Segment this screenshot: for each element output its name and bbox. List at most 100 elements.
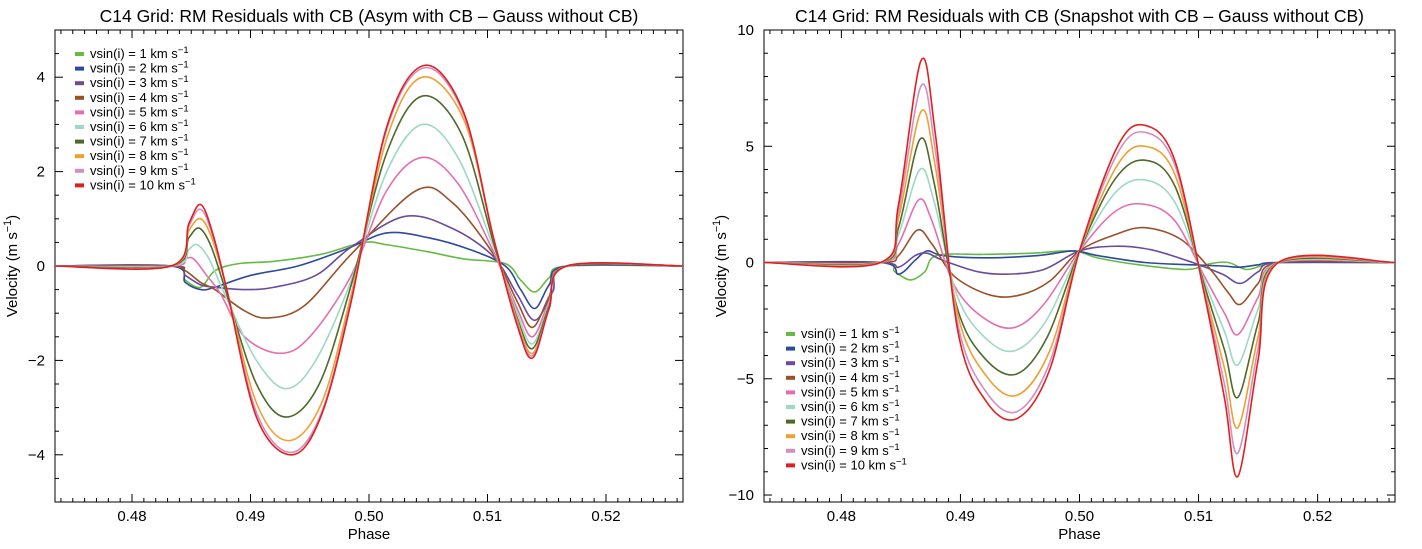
x-tick-label: 0.48 (827, 508, 856, 525)
series-line-vsini-1 (764, 249, 1395, 281)
y-axis-label-text: Velocity (m s (4, 232, 21, 317)
legend-swatch (75, 81, 84, 86)
legend-label: vsin(i) = 10 km s−1 (801, 456, 907, 472)
legend-label-text: vsin(i) = 6 km s (801, 399, 889, 414)
legend-swatch (75, 168, 84, 173)
chart-panel-1: 0.48 0.49 0.50 0.51 0.52 −4 −2 0 2 4 C14 Grid: RM … (2, 6, 684, 543)
legend-swatch (75, 139, 84, 144)
legend-label: vsin(i) = 2 km s−1 (90, 60, 189, 76)
y-tick-label: 0 (37, 258, 45, 275)
legend-label-exponent: −1 (889, 340, 900, 351)
legend-label-text: vsin(i) = 7 km s (801, 414, 889, 429)
legend-label-text: vsin(i) = 7 km s (90, 134, 178, 149)
y-axis-label-group: Velocity (m s−1) (2, 215, 21, 317)
legend-label: vsin(i) = 6 km s−1 (801, 398, 900, 414)
legend-label-text: vsin(i) = 9 km s (90, 163, 178, 178)
legend-label-text: vsin(i) = 4 km s (801, 370, 889, 385)
legend-label: vsin(i) = 6 km s−1 (90, 118, 189, 134)
series-group (55, 64, 683, 456)
legend-label-text: vsin(i) = 4 km s (90, 90, 178, 105)
y-tick-label: 2 (37, 164, 45, 181)
legend-label: vsin(i) = 8 km s−1 (801, 427, 900, 443)
legend-label: vsin(i) = 5 km s−1 (801, 383, 900, 399)
legend-swatch (786, 332, 795, 336)
series-line-vsini-5 (55, 156, 683, 355)
y-axis-label-group: Velocity (m s−1) (711, 215, 730, 317)
legend-swatch (75, 95, 84, 100)
y-axis-label-text: Velocity (m s (713, 232, 730, 317)
legend-label: vsin(i) = 1 km s−1 (801, 325, 900, 341)
legend-label: vsin(i) = 3 km s−1 (801, 354, 900, 370)
series-line-vsini-1 (55, 241, 683, 293)
chart-title: C14 Grid: RM Residuals with CB (Asym wit… (100, 6, 639, 26)
x-axis-label: Phase (348, 526, 391, 543)
x-tick-label: 0.49 (236, 508, 265, 525)
y-tick-label: −5 (737, 371, 754, 388)
y-axis-label-exponent: −1 (711, 220, 723, 232)
series-line-vsini-2 (764, 250, 1395, 275)
legend-label: vsin(i) = 4 km s−1 (90, 89, 189, 105)
legend-swatch (75, 110, 84, 115)
legend-label: vsin(i) = 7 km s−1 (90, 133, 189, 149)
legend-label-text: vsin(i) = 1 km s (90, 46, 178, 61)
legend-swatch (786, 434, 795, 439)
legend-label-exponent: −1 (889, 354, 900, 365)
legend-label-exponent: −1 (178, 89, 189, 100)
series-line-vsini-4 (55, 186, 683, 329)
x-tick-label: 0.51 (1184, 508, 1213, 525)
legend-label: vsin(i) = 1 km s−1 (90, 45, 189, 61)
legend-swatch (75, 52, 84, 56)
y-tick-label: −2 (28, 352, 45, 369)
legend-swatch (786, 346, 795, 351)
legend-label-exponent: −1 (178, 60, 189, 71)
legend-label-exponent: −1 (889, 413, 900, 424)
legend-label: vsin(i) = 3 km s−1 (90, 74, 189, 90)
x-tick-label: 0.52 (1303, 508, 1332, 525)
legend-label: vsin(i) = 2 km s−1 (801, 340, 900, 356)
legend-swatch (786, 375, 795, 380)
legend-label-text: vsin(i) = 5 km s (90, 104, 178, 119)
legend-label-text: vsin(i) = 5 km s (801, 384, 889, 399)
legend-label: vsin(i) = 8 km s−1 (90, 147, 189, 163)
chart-title: C14 Grid: RM Residuals with CB (Snapshot… (795, 6, 1364, 26)
legend-label-exponent: −1 (889, 369, 900, 380)
legend-label-exponent: −1 (889, 383, 900, 394)
x-tick-label: 0.49 (946, 508, 975, 525)
legend-swatch (786, 390, 795, 395)
x-tick-label: 0.52 (591, 508, 620, 525)
legend-label-exponent: −1 (178, 133, 189, 144)
x-tick-label: 0.50 (1065, 508, 1094, 525)
legend-label-exponent: −1 (889, 325, 900, 336)
legend-label: vsin(i) = 10 km s−1 (90, 176, 196, 192)
x-tick-label: 0.51 (473, 508, 502, 525)
legend-label-text: vsin(i) = 3 km s (801, 355, 889, 370)
series-line-vsini-3 (764, 245, 1395, 285)
y-tick-label: −4 (28, 447, 45, 464)
legend-swatch (75, 154, 84, 159)
y-axis-label: Velocity (m s−1) (2, 215, 21, 317)
series-line-vsini-7 (55, 94, 683, 418)
series-line-vsini-10 (764, 57, 1395, 478)
legend-label-exponent: −1 (889, 442, 900, 453)
y-tick-label: 5 (746, 138, 754, 155)
legend-swatch (786, 405, 795, 409)
series-group (764, 57, 1395, 478)
y-tick-label: 4 (37, 69, 45, 86)
legend-swatch (75, 66, 84, 71)
legend-label-exponent: −1 (178, 118, 189, 129)
legend-label-text: vsin(i) = 3 km s (90, 75, 178, 90)
series-line-vsini-6 (55, 123, 683, 390)
x-axis-label: Phase (1058, 526, 1101, 543)
legend-label-exponent: −1 (178, 147, 189, 158)
legend-swatch (786, 419, 795, 424)
legend-label-exponent: −1 (889, 398, 900, 409)
legend-swatch (786, 448, 795, 453)
x-tick-label: 0.48 (117, 508, 146, 525)
legend-label-exponent: −1 (896, 456, 907, 467)
legend-label-text: vsin(i) = 2 km s (801, 341, 889, 356)
legend-swatch (786, 361, 795, 366)
legend-label: vsin(i) = 4 km s−1 (801, 369, 900, 385)
y-axis-label-close: ) (713, 215, 730, 220)
